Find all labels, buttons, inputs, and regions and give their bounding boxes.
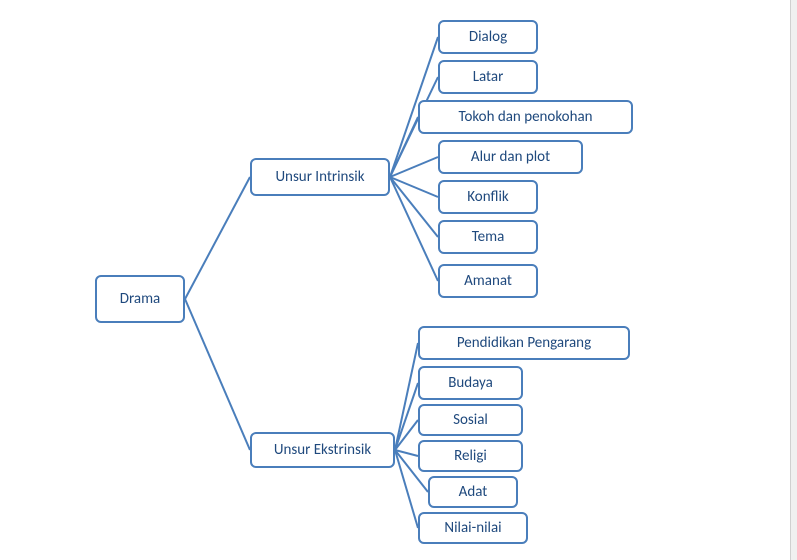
node-alur: Alur dan plot bbox=[438, 140, 583, 174]
node-sosial: Sosial bbox=[418, 404, 523, 436]
edge-ekstrinsik-pendidikan bbox=[395, 343, 418, 450]
node-label-intrinsik: Unsur Intrinsik bbox=[275, 168, 364, 186]
edge-ekstrinsik-sosial bbox=[395, 420, 418, 450]
edge-drama-ekstrinsik bbox=[185, 299, 250, 450]
node-label-tokoh: Tokoh dan penokohan bbox=[458, 108, 592, 126]
node-religi: Religi bbox=[418, 440, 523, 472]
node-label-amanat: Amanat bbox=[464, 272, 512, 290]
edge-intrinsik-tokoh bbox=[390, 117, 418, 177]
node-pendidikan: Pendidikan Pengarang bbox=[418, 326, 630, 360]
node-dialog: Dialog bbox=[438, 20, 538, 54]
node-label-religi: Religi bbox=[454, 447, 487, 465]
node-label-sosial: Sosial bbox=[453, 411, 488, 429]
node-label-konflik: Konflik bbox=[467, 188, 508, 206]
node-nilai: Nilai-nilai bbox=[418, 512, 528, 544]
node-drama: Drama bbox=[95, 275, 185, 323]
edge-intrinsik-konflik bbox=[390, 177, 438, 197]
page-ruler bbox=[790, 0, 797, 560]
node-tokoh: Tokoh dan penokohan bbox=[418, 100, 633, 134]
node-label-nilai: Nilai-nilai bbox=[444, 519, 501, 537]
node-konflik: Konflik bbox=[438, 180, 538, 214]
node-label-tema: Tema bbox=[472, 228, 505, 246]
node-tema: Tema bbox=[438, 220, 538, 254]
node-adat: Adat bbox=[428, 476, 518, 508]
node-label-dialog: Dialog bbox=[469, 28, 507, 46]
node-ekstrinsik: Unsur Ekstrinsik bbox=[250, 432, 395, 468]
node-label-ekstrinsik: Unsur Ekstrinsik bbox=[274, 441, 371, 459]
node-amanat: Amanat bbox=[438, 264, 538, 298]
node-intrinsik: Unsur Intrinsik bbox=[250, 158, 390, 196]
node-latar: Latar bbox=[438, 60, 538, 94]
node-label-budaya: Budaya bbox=[448, 374, 493, 392]
node-budaya: Budaya bbox=[418, 366, 523, 400]
node-label-pendidikan: Pendidikan Pengarang bbox=[457, 334, 591, 352]
edge-intrinsik-tema bbox=[390, 177, 438, 237]
diagram-canvas: Drama Unsur Intrinsik Unsur Ekstrinsik Dial… bbox=[0, 0, 797, 560]
node-label-drama: Drama bbox=[120, 290, 161, 308]
edge-intrinsik-alur bbox=[390, 157, 438, 177]
edge-ekstrinsik-nilai bbox=[395, 450, 418, 528]
edge-intrinsik-amanat bbox=[390, 177, 438, 281]
edge-drama-intrinsik bbox=[185, 177, 250, 299]
node-label-alur: Alur dan plot bbox=[471, 148, 550, 166]
edge-ekstrinsik-religi bbox=[395, 450, 418, 456]
node-label-latar: Latar bbox=[473, 68, 504, 86]
edge-ekstrinsik-budaya bbox=[395, 383, 418, 450]
node-label-adat: Adat bbox=[459, 483, 488, 501]
